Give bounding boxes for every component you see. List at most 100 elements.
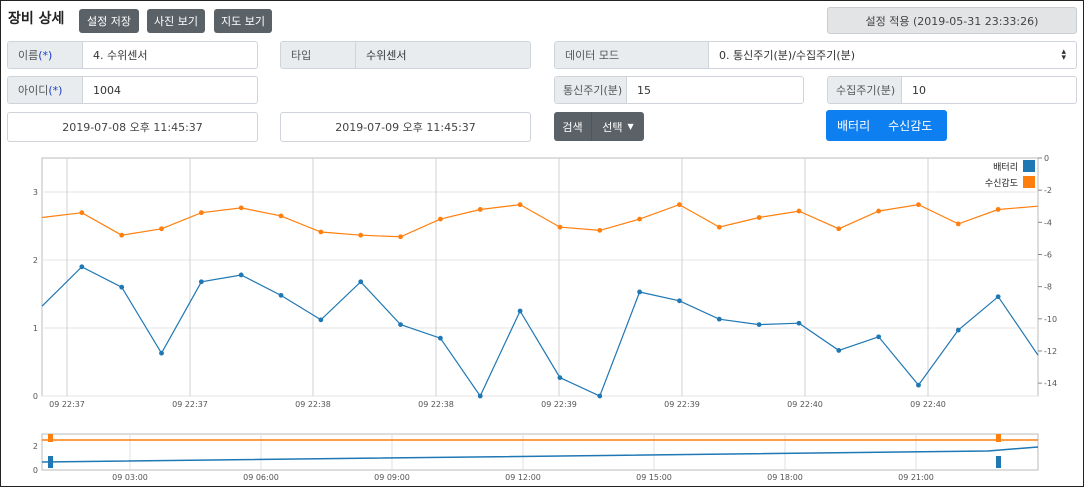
search-button[interactable]: 검색 — [554, 112, 591, 141]
plot-area — [41, 157, 1039, 397]
battery-button[interactable]: 배터리 — [837, 119, 871, 133]
select-dropdown-button[interactable]: 선택 ▼ — [591, 112, 644, 141]
id-input[interactable]: 1004 — [93, 83, 121, 97]
y-right-tick-label: -10 — [1044, 315, 1057, 324]
data-point — [677, 202, 682, 208]
y-right-tick-label: -6 — [1044, 250, 1052, 259]
name-input[interactable]: 4. 수위센서 — [93, 49, 148, 62]
data-point — [836, 348, 842, 353]
data-point — [318, 317, 324, 323]
x-tick-label: 09 22:38 — [295, 400, 331, 409]
data-point — [398, 322, 403, 327]
data-point — [796, 320, 802, 326]
data-point — [477, 393, 483, 399]
y-right-tick-label: -14 — [1044, 379, 1057, 388]
signal-button[interactable]: 수신감도 — [888, 119, 933, 133]
data-point — [995, 207, 1001, 212]
navigator-y-tick: 2 — [33, 442, 38, 451]
x-tick-label: 09 22:40 — [787, 400, 823, 409]
data-point — [159, 226, 164, 232]
chart-toggle-group: 배터리 수신감도 — [826, 110, 947, 141]
date-to-input[interactable]: 2019-07-09 오후 11:45:37 — [280, 112, 531, 142]
legend-label: 수신감도 — [985, 177, 1018, 189]
data-point — [159, 350, 164, 356]
data-point — [398, 234, 403, 240]
data-point — [597, 227, 603, 233]
navigator-tick-label: 09 21:00 — [898, 473, 934, 482]
x-tick-label: 09 22:39 — [664, 400, 700, 409]
type-label: 타입 — [281, 42, 356, 68]
id-field-group: 아이디 (*) 1004 — [7, 76, 258, 104]
navigator-handle-top — [48, 434, 53, 442]
data-point — [876, 208, 882, 214]
data-point — [756, 215, 762, 220]
data-point — [358, 279, 364, 285]
data-mode-value: 0. 통신주기(분)/수집주기(분) — [719, 49, 856, 62]
y-right-tick-label: 0 — [1044, 154, 1049, 163]
type-value: 수위센서 — [356, 42, 530, 68]
data-point — [637, 216, 642, 222]
data-point — [278, 213, 284, 219]
data-point — [438, 216, 443, 222]
x-tick-label: 09 22:37 — [49, 400, 85, 409]
name-label: 이름 (*) — [8, 42, 83, 68]
collect-period-group: 수집주기(분) 10 — [827, 76, 1077, 104]
data-point — [79, 264, 85, 270]
comm-period-label: 통신주기(분) — [555, 77, 627, 103]
y-left-tick-label: 1 — [33, 324, 38, 333]
required-marker: (*) — [38, 48, 53, 62]
y-right-tick-label: -12 — [1044, 347, 1057, 356]
data-point — [677, 298, 682, 304]
series-line-0 — [41, 266, 1039, 398]
navigator-battery-line — [41, 446, 1039, 463]
navigator-handle-bottom — [48, 456, 53, 468]
y-left-tick-label: 2 — [33, 256, 38, 265]
data-point — [238, 272, 244, 278]
data-point — [637, 289, 642, 295]
apply-settings-button[interactable]: 설정 적용 (2019-05-31 23:33:26) — [827, 7, 1077, 34]
data-point — [796, 208, 802, 214]
data-point — [517, 202, 523, 208]
view-map-button[interactable]: 지도 보기 — [214, 9, 272, 33]
data-mode-select[interactable]: 0. 통신주기(분)/수집주기(분) ▴ ▾ — [709, 42, 1076, 68]
data-point — [955, 221, 961, 227]
navigator-tick-label: 09 15:00 — [636, 473, 672, 482]
comm-period-input[interactable]: 15 — [637, 83, 651, 97]
x-tick-label: 09 22:38 — [418, 400, 454, 409]
data-point — [318, 229, 324, 235]
collect-period-input[interactable]: 10 — [912, 83, 926, 97]
caret-down-icon: ▼ — [627, 122, 634, 131]
data-point — [716, 316, 722, 322]
navigator-tick-label: 09 06:00 — [243, 473, 279, 482]
main-chart[interactable]: 0 1 2 3 0 -2 -4 -6 -8 -10 -12 -14 09 22:37 09 22:37 09… — [8, 152, 1076, 412]
data-point — [79, 210, 85, 216]
navigator-chart[interactable]: 0 2 09 03:00 09 06:00 09 09:00 09 12:00 09 15:… — [8, 430, 1076, 482]
navigator-handle-top — [996, 434, 1001, 442]
x-tick-label: 09 22:39 — [541, 400, 577, 409]
navigator-y-tick: 0 — [33, 466, 38, 475]
data-point — [438, 335, 443, 341]
data-point — [198, 210, 204, 216]
navigator-tick-label: 09 12:00 — [505, 473, 541, 482]
data-point — [955, 327, 961, 333]
data-point — [916, 382, 921, 388]
view-photo-button[interactable]: 사진 보기 — [147, 9, 205, 33]
data-point — [557, 375, 563, 381]
select-arrows-icon: ▴ ▾ — [1061, 47, 1066, 63]
y-left-tick-label: 3 — [33, 188, 38, 197]
data-point — [119, 284, 125, 290]
y-left-tick-label: 0 — [33, 392, 38, 401]
data-point — [278, 292, 284, 298]
date-from-input[interactable]: 2019-07-08 오후 11:45:37 — [7, 112, 258, 142]
data-point — [716, 224, 722, 230]
data-mode-label: 데이터 모드 — [555, 42, 709, 68]
id-label: 아이디 (*) — [8, 77, 83, 103]
series-line-1 — [41, 203, 1039, 238]
collect-period-label: 수집주기(분) — [828, 77, 902, 103]
save-settings-button[interactable]: 설정 저장 — [79, 9, 139, 33]
required-marker: (*) — [48, 83, 63, 97]
data-point — [916, 202, 921, 208]
data-point — [238, 205, 244, 211]
data-point — [477, 207, 483, 212]
name-field-group: 이름 (*) 4. 수위센서 — [7, 41, 258, 69]
